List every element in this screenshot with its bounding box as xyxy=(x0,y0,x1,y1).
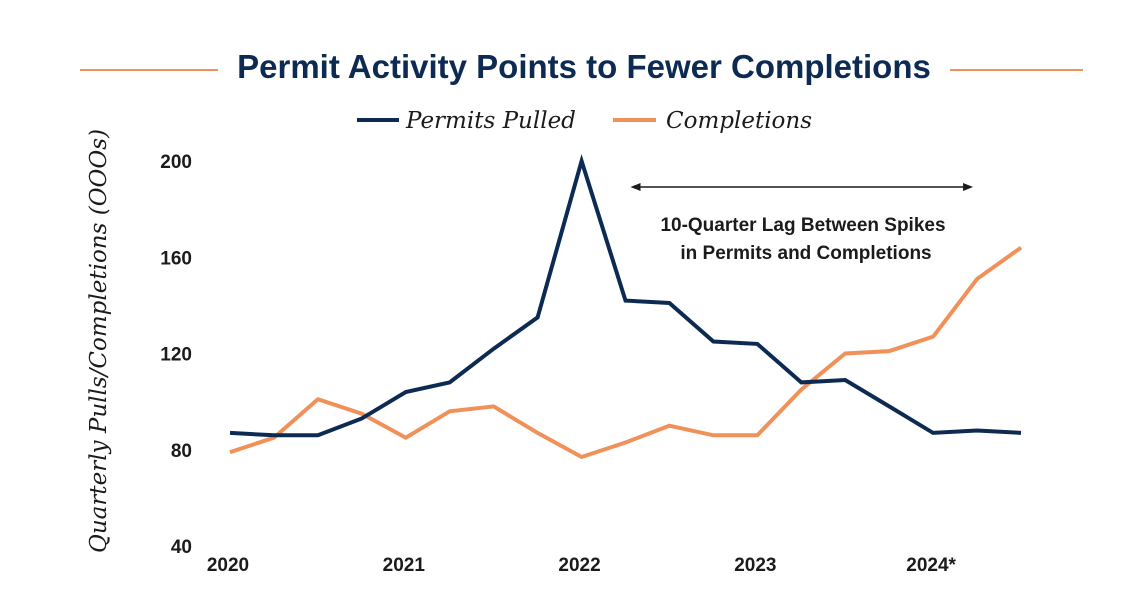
y-tick-label: 200 xyxy=(160,152,192,173)
x-tick-label: 2021 xyxy=(383,555,426,576)
lag-arrow-right-head xyxy=(963,183,974,191)
series-line-permits-pulled xyxy=(229,153,1022,438)
y-axis-label: Quarterly Pulls/Completions (OOOs) xyxy=(86,129,112,553)
x-tick-label: 2024* xyxy=(906,555,956,576)
lag-arrow-left-head xyxy=(630,183,641,191)
legend-label-completions: Completions xyxy=(666,108,812,134)
y-axis-ticks: 200 160 120 80 40 xyxy=(160,152,192,558)
series-line-completions xyxy=(229,245,1023,460)
legend-label-permits: Permits Pulled xyxy=(405,108,576,134)
y-tick-label: 120 xyxy=(160,345,192,366)
y-tick-label: 40 xyxy=(171,537,192,558)
lag-note-line-2: in Permits and Completions xyxy=(680,243,931,264)
legend: Permits Pulled Completions xyxy=(357,108,812,134)
series-lines xyxy=(229,153,1023,460)
y-tick-label: 160 xyxy=(160,248,192,269)
lag-annotation: 10-Quarter Lag Between Spikes in Permits… xyxy=(630,183,974,264)
x-tick-label: 2020 xyxy=(207,555,249,576)
chart-title: Permit Activity Points to Fewer Completi… xyxy=(237,48,931,85)
x-tick-label: 2023 xyxy=(734,555,776,576)
x-tick-label: 2022 xyxy=(558,555,600,576)
y-tick-label: 80 xyxy=(171,441,192,462)
x-axis-ticks: 2020 2021 2022 2023 2024* xyxy=(207,555,957,576)
lag-note-line-1: 10-Quarter Lag Between Spikes xyxy=(660,215,945,236)
